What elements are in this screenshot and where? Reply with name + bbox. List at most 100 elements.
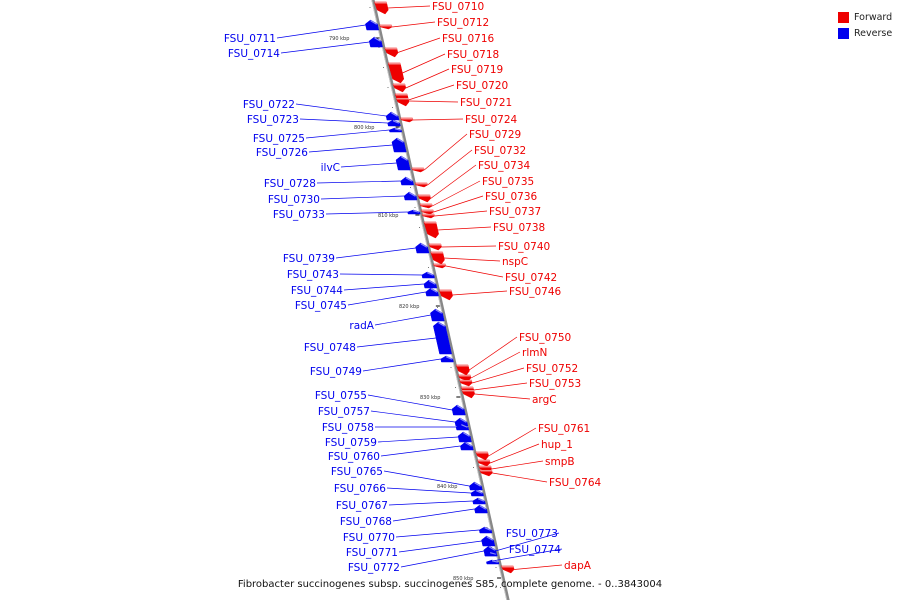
gene-label[interactable]: FSU_0725 — [253, 133, 305, 145]
gene-label[interactable]: FSU_0740 — [498, 241, 550, 253]
gene-label[interactable]: FSU_0748 — [304, 342, 356, 354]
reverse-gene-feature[interactable] — [365, 19, 380, 31]
forward-gene-feature[interactable] — [455, 364, 470, 376]
forward-gene-feature[interactable] — [411, 167, 425, 173]
gene-label[interactable]: FSU_0770 — [343, 532, 395, 544]
reverse-gene-feature[interactable] — [391, 137, 407, 153]
forward-gene-feature[interactable] — [461, 389, 475, 399]
gene-label[interactable]: FSU_0728 — [264, 178, 316, 190]
gene-label[interactable]: radA — [349, 320, 374, 332]
gene-label[interactable]: FSU_0736 — [485, 191, 537, 203]
reverse-gene-feature[interactable] — [385, 111, 400, 121]
forward-gene-feature[interactable] — [457, 374, 472, 382]
forward-gene-feature[interactable] — [387, 62, 405, 84]
forward-gene-feature[interactable] — [433, 263, 447, 269]
gene-label[interactable]: FSU_0768 — [340, 516, 392, 528]
gene-label[interactable]: FSU_0720 — [456, 80, 508, 92]
gene-label[interactable]: FSU_0726 — [256, 147, 308, 159]
reverse-gene-feature[interactable] — [469, 481, 483, 491]
reverse-gene-feature[interactable] — [425, 287, 439, 297]
gene-label[interactable]: FSU_0735 — [482, 176, 534, 188]
gene-label[interactable]: FSU_0734 — [478, 160, 530, 172]
reverse-gene-feature[interactable] — [407, 209, 421, 215]
forward-gene-feature[interactable] — [400, 117, 414, 123]
gene-label[interactable]: FSU_0755 — [315, 390, 367, 402]
reverse-gene-feature[interactable] — [423, 279, 438, 289]
forward-gene-feature[interactable] — [430, 251, 445, 265]
gene-label[interactable]: FSU_0712 — [437, 17, 489, 29]
gene-label[interactable]: FSU_0716 — [442, 33, 494, 45]
gene-label[interactable]: FSU_0752 — [526, 363, 578, 375]
reverse-gene-feature[interactable] — [470, 489, 484, 497]
gene-label[interactable]: FSU_0764 — [549, 477, 601, 489]
gene-label[interactable]: FSU_0761 — [538, 423, 590, 435]
forward-gene-feature[interactable] — [395, 97, 410, 105]
reverse-gene-feature[interactable] — [472, 497, 486, 505]
forward-gene-feature[interactable] — [479, 469, 493, 477]
gene-label[interactable]: FSU_0733 — [273, 209, 325, 221]
gene-label[interactable]: FSU_0738 — [493, 222, 545, 234]
forward-gene-feature[interactable] — [420, 209, 435, 215]
gene-label[interactable]: FSU_0749 — [310, 366, 362, 378]
gene-label[interactable]: FSU_0753 — [529, 378, 581, 390]
gene-label[interactable]: FSU_0744 — [291, 285, 343, 297]
gene-label[interactable]: FSU_0714 — [228, 48, 280, 60]
gene-label[interactable]: FSU_0739 — [283, 253, 335, 265]
gene-label[interactable]: FSU_0730 — [268, 194, 320, 206]
gene-label[interactable]: dapA — [564, 560, 592, 572]
reverse-gene-feature[interactable] — [433, 321, 452, 355]
gene-label[interactable]: nspC — [502, 256, 528, 268]
forward-gene-feature[interactable] — [384, 47, 399, 58]
gene-label[interactable]: ilvC — [321, 162, 340, 174]
forward-gene-feature[interactable] — [423, 221, 439, 239]
gene-label[interactable]: FSU_0729 — [469, 129, 521, 141]
gene-label[interactable]: FSU_0765 — [331, 466, 383, 478]
reverse-gene-feature[interactable] — [415, 242, 430, 254]
gene-label[interactable]: rlmN — [522, 347, 547, 359]
gene-label[interactable]: FSU_0773 — [506, 528, 558, 540]
gene-label[interactable]: FSU_0732 — [474, 145, 526, 157]
gene-label[interactable]: FSU_0757 — [318, 406, 370, 418]
reverse-gene-feature[interactable] — [400, 176, 414, 186]
reverse-gene-feature[interactable] — [478, 526, 493, 534]
gene-label[interactable]: FSU_0772 — [348, 562, 400, 574]
reverse-gene-feature[interactable] — [486, 559, 500, 565]
gene-label[interactable]: FSU_0711 — [224, 33, 276, 45]
forward-gene-feature[interactable] — [379, 24, 393, 30]
gene-label[interactable]: FSU_0760 — [328, 451, 380, 463]
gene-label[interactable]: argC — [532, 394, 557, 406]
gene-label[interactable]: FSU_0771 — [346, 547, 398, 559]
gene-label[interactable]: FSU_0724 — [465, 114, 517, 126]
forward-gene-feature[interactable] — [438, 289, 453, 301]
reverse-gene-feature[interactable] — [388, 127, 403, 133]
gene-label[interactable]: FSU_0718 — [447, 49, 499, 61]
forward-gene-feature[interactable] — [477, 459, 491, 467]
reverse-gene-feature[interactable] — [395, 155, 411, 171]
gene-label[interactable]: FSU_0710 — [432, 1, 484, 13]
forward-gene-feature[interactable] — [374, 1, 389, 15]
reverse-gene-feature[interactable] — [440, 355, 454, 363]
reverse-gene-feature[interactable] — [368, 36, 383, 48]
reverse-gene-feature[interactable] — [460, 441, 474, 451]
forward-gene-feature[interactable] — [419, 203, 433, 209]
gene-label[interactable]: FSU_0774 — [509, 544, 561, 556]
gene-label[interactable]: FSU_0758 — [322, 422, 374, 434]
forward-gene-feature[interactable] — [500, 565, 515, 574]
gene-label[interactable]: hup_1 — [541, 439, 573, 451]
gene-label[interactable]: FSU_0723 — [247, 114, 299, 126]
reverse-gene-feature[interactable] — [474, 504, 488, 514]
gene-label[interactable]: FSU_0766 — [334, 483, 386, 495]
gene-label[interactable]: FSU_0742 — [505, 272, 557, 284]
gene-label[interactable]: smpB — [545, 456, 575, 468]
gene-label[interactable]: FSU_0721 — [460, 97, 512, 109]
forward-gene-feature[interactable] — [475, 451, 489, 461]
reverse-gene-feature[interactable] — [403, 191, 418, 201]
reverse-gene-feature[interactable] — [451, 404, 466, 416]
gene-label[interactable]: FSU_0759 — [325, 437, 377, 449]
reverse-gene-feature[interactable] — [484, 551, 498, 557]
forward-gene-feature[interactable] — [421, 213, 436, 219]
gene-label[interactable]: FSU_0722 — [243, 99, 295, 111]
forward-gene-feature[interactable] — [417, 194, 431, 203]
forward-gene-feature[interactable] — [428, 243, 442, 251]
reverse-gene-feature[interactable] — [455, 423, 470, 431]
